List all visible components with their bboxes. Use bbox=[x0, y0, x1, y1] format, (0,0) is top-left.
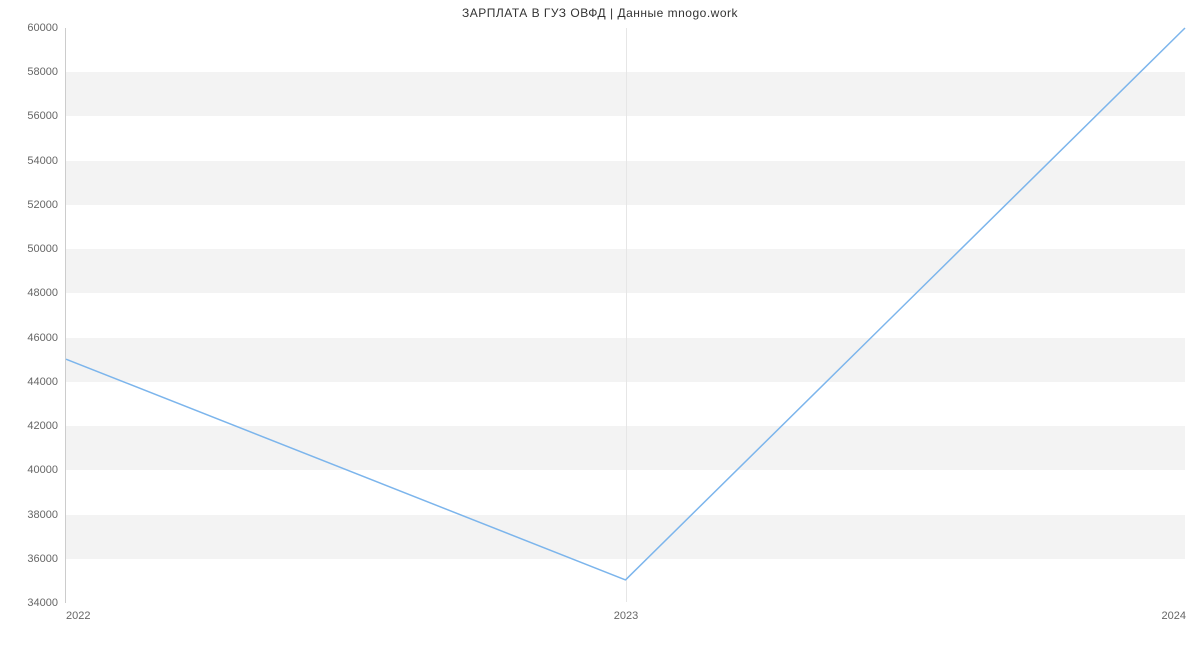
y-tick-label: 42000 bbox=[27, 420, 58, 432]
y-tick-label: 56000 bbox=[27, 110, 58, 122]
y-tick-label: 36000 bbox=[27, 553, 58, 565]
plot-area: 3400036000380004000042000440004600048000… bbox=[65, 28, 1185, 603]
y-tick-label: 40000 bbox=[27, 464, 58, 476]
salary-line-chart: ЗАРПЛАТА В ГУЗ ОВФД | Данные mnogo.work … bbox=[0, 0, 1200, 650]
x-tick-label: 2024 bbox=[1162, 610, 1186, 622]
y-tick-label: 58000 bbox=[27, 66, 58, 78]
y-tick-label: 38000 bbox=[27, 509, 58, 521]
y-tick-label: 60000 bbox=[27, 22, 58, 34]
y-tick-label: 46000 bbox=[27, 332, 58, 344]
y-tick-label: 44000 bbox=[27, 376, 58, 388]
chart-title: ЗАРПЛАТА В ГУЗ ОВФД | Данные mnogo.work bbox=[0, 6, 1200, 20]
y-tick-label: 50000 bbox=[27, 243, 58, 255]
y-tick-label: 48000 bbox=[27, 287, 58, 299]
series-line-salary bbox=[66, 28, 1185, 580]
x-tick-label: 2022 bbox=[66, 610, 90, 622]
y-tick-label: 34000 bbox=[27, 597, 58, 609]
y-tick-label: 54000 bbox=[27, 155, 58, 167]
line-layer bbox=[66, 28, 1185, 602]
x-tick-label: 2023 bbox=[614, 610, 638, 622]
y-tick-label: 52000 bbox=[27, 199, 58, 211]
